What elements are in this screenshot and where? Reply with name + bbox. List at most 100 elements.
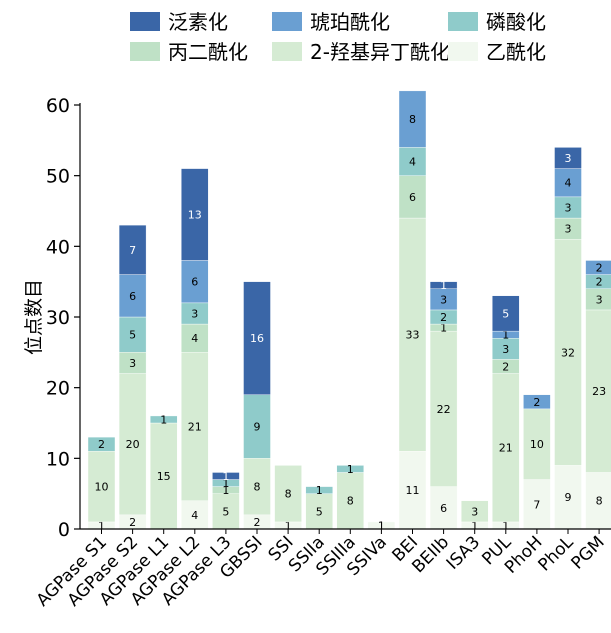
bar-segment <box>149 415 178 424</box>
data-label: 9 <box>254 421 261 434</box>
legend-label: 磷酸化 <box>486 10 546 34</box>
bar-segment <box>305 493 333 530</box>
data-label: 8 <box>285 488 292 501</box>
data-label: 4 <box>565 177 572 190</box>
bar-segment <box>461 500 489 523</box>
data-label: 2 <box>129 516 136 529</box>
bar-segment <box>585 260 611 275</box>
data-label: 3 <box>565 223 572 236</box>
bar-segment <box>398 90 427 148</box>
data-label: 1 <box>471 519 478 532</box>
bar-stack: 2 20 3 5 6 7 <box>118 224 147 530</box>
legend-swatch <box>448 12 478 31</box>
data-label: 8 <box>347 495 354 508</box>
y-axis-label: 位点数目 <box>23 279 45 355</box>
data-label: 1 <box>316 484 323 497</box>
data-label: 22 <box>437 403 451 416</box>
legend-swatch <box>448 42 478 61</box>
data-label: 1 <box>222 470 229 483</box>
data-label: 10 <box>95 481 109 494</box>
bar-segment <box>181 168 209 261</box>
data-label: 21 <box>499 442 513 455</box>
data-label: 1 <box>98 519 105 532</box>
data-label: 5 <box>222 505 229 518</box>
y-tick-label: 60 <box>46 95 70 117</box>
bar-segment <box>398 147 427 176</box>
y-tick-label: 20 <box>46 378 70 400</box>
data-label: 6 <box>409 191 416 204</box>
data-label: 2 <box>98 438 105 451</box>
data-label: 1 <box>378 519 385 532</box>
bar-segment <box>181 260 209 304</box>
data-label: 5 <box>316 505 323 518</box>
bar-stack: 11 33 6 4 8 <box>398 90 427 530</box>
data-label: 6 <box>129 290 136 303</box>
bar-segment <box>554 239 582 466</box>
data-label: 10 <box>530 438 544 451</box>
data-label: 8 <box>596 495 603 508</box>
data-label: 4 <box>191 509 198 522</box>
data-label: 2 <box>533 396 540 409</box>
data-label: 3 <box>565 152 572 165</box>
bar-stack: 4 21 4 3 6 13 <box>181 168 209 530</box>
bar-segment <box>398 217 427 452</box>
data-label: 2 <box>596 262 603 275</box>
bar-segment <box>336 472 364 530</box>
data-label: 8 <box>254 481 261 494</box>
bar-segment <box>554 147 582 169</box>
data-label: 5 <box>129 329 136 342</box>
data-label: 1 <box>502 519 509 532</box>
legend-label: 泛素化 <box>168 10 228 34</box>
bar-segment <box>585 472 611 530</box>
bar-segment <box>585 309 611 473</box>
bar-segment <box>243 281 271 395</box>
bar-segment <box>523 394 551 410</box>
data-label: 9 <box>565 491 572 504</box>
bar-segment <box>429 281 458 289</box>
data-label: 23 <box>592 385 606 398</box>
bar-segment <box>118 373 147 516</box>
data-label: 2 <box>440 311 447 324</box>
bar-segment <box>398 175 427 219</box>
data-label: 5 <box>502 307 509 320</box>
bars: 1102220356715142143613511128916185181111… <box>87 90 611 532</box>
bar-segment <box>305 486 333 494</box>
data-label: 11 <box>406 484 420 497</box>
bar-segment <box>554 168 582 198</box>
bar-stack: 13 <box>461 500 489 532</box>
data-label: 3 <box>565 201 572 214</box>
data-label: 4 <box>191 332 198 345</box>
legend-item: 丙二酰化 <box>130 40 248 64</box>
legend-label: 琥珀酰化 <box>310 10 390 34</box>
category-label: PhoL <box>534 532 577 575</box>
data-label: 2 <box>596 276 603 289</box>
data-label: 15 <box>157 470 171 483</box>
data-label: 32 <box>561 346 575 359</box>
bar-segment <box>118 224 147 275</box>
data-label: 3 <box>471 505 478 518</box>
data-label: 3 <box>596 293 603 306</box>
data-label: 1 <box>502 329 509 342</box>
data-label: 3 <box>129 357 136 370</box>
y-axis: 0 10 20 30 40 50 60 <box>46 95 81 541</box>
y-tick-label: 0 <box>58 519 70 541</box>
bar-stack: 8 23 3 22 <box>585 260 611 530</box>
bar-segment <box>212 472 240 480</box>
data-label: 1 <box>347 463 354 476</box>
data-label: 4 <box>409 156 416 169</box>
data-label: 2 <box>502 360 509 373</box>
data-label: 1 <box>160 413 167 426</box>
data-label: 8 <box>409 113 416 126</box>
y-tick-label: 40 <box>46 236 70 258</box>
data-label: 7 <box>129 244 136 257</box>
y-tick-label: 50 <box>46 166 70 188</box>
bar-segment <box>429 330 458 487</box>
data-label: 1 <box>222 484 229 497</box>
bar-segment <box>181 352 209 501</box>
legend-item: 2-羟基异丁酰化 <box>272 40 450 64</box>
